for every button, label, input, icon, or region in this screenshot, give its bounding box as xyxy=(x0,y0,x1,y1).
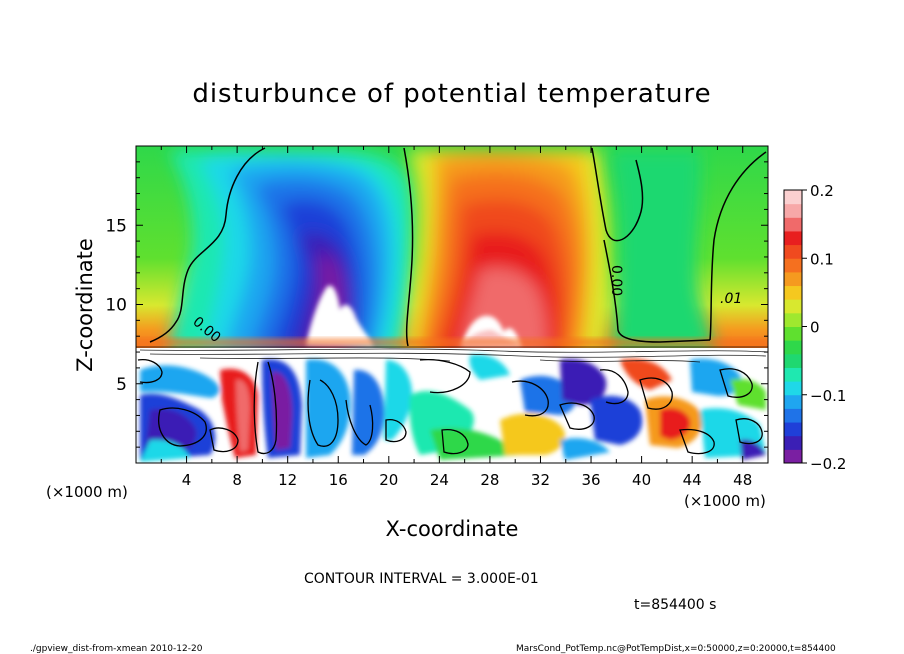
colorbar-swatch xyxy=(784,435,802,450)
colorbar-swatch xyxy=(784,422,802,437)
chart-title: disturbunce of potential temperature xyxy=(192,79,711,109)
contour-label-zero: 0.00 xyxy=(608,265,624,296)
y-tick-label: 10 xyxy=(105,296,127,316)
colorbar-swatch xyxy=(784,217,802,232)
plot-area xyxy=(136,146,768,463)
contour-interval: CONTOUR INTERVAL = 3.000E-01 xyxy=(304,571,539,587)
colorbar-swatch xyxy=(784,258,802,273)
time-stamp: t=854400 s xyxy=(634,597,716,613)
colorbar-swatch xyxy=(784,190,802,205)
colorbar-swatch xyxy=(784,312,802,327)
x-tick-label: 16 xyxy=(329,471,348,489)
x-axis: 4 8 12 16 20 24 28 32 36 40 44 48 xyxy=(160,146,752,489)
colorbar-swatch xyxy=(784,203,802,218)
x-tick-label: 32 xyxy=(531,471,550,489)
colorbar-swatch xyxy=(784,353,802,368)
x-tick-label: 44 xyxy=(683,471,702,489)
colorbar-swatch xyxy=(784,285,802,300)
colorbar-swatch xyxy=(784,326,802,341)
x-tick-label: 20 xyxy=(379,471,398,489)
colorbar-swatch xyxy=(784,299,802,314)
colorbar-tick-label: −0.1 xyxy=(810,387,846,405)
x-tick-label: 48 xyxy=(733,471,752,489)
x-tick-label: 28 xyxy=(480,471,499,489)
colorbar-tick-label: 0.1 xyxy=(810,250,834,268)
colorbar-swatch xyxy=(784,449,802,464)
x-tick-label: 36 xyxy=(581,471,600,489)
y-axis: 5 10 15 xyxy=(105,161,768,448)
y-axis-label: Z-coordinate xyxy=(73,238,97,372)
footer-left: ./gpview_dist-from-xmean 2010-12-20 xyxy=(30,644,203,654)
colorbar-tick-label: 0 xyxy=(810,319,820,337)
x-tick-label: 4 xyxy=(182,471,192,489)
contour-label-small: .01 xyxy=(720,291,742,307)
x-unit-right: (×1000 m) xyxy=(684,492,766,510)
colorbar-tick-label: −0.2 xyxy=(810,455,846,473)
colorbar-tick-label: 0.2 xyxy=(810,182,834,200)
colorbar-swatch xyxy=(784,394,802,409)
y-tick-label: 5 xyxy=(116,375,127,395)
colorbar: 0.2 0.1 0 −0.1 −0.2 xyxy=(783,182,846,473)
colorbar-swatch xyxy=(784,230,802,246)
x-tick-label: 24 xyxy=(430,471,449,489)
x-tick-label: 8 xyxy=(232,471,242,489)
colorbar-swatch xyxy=(784,244,802,259)
footer-right: MarsCond_PotTemp.nc@PotTempDist,x=0:5000… xyxy=(516,644,836,654)
colorbar-swatch xyxy=(784,408,802,423)
y-tick-label: 15 xyxy=(105,216,127,236)
colorbar-swatch xyxy=(784,381,802,396)
x-tick-label: 40 xyxy=(632,471,651,489)
x-tick-label: 12 xyxy=(278,471,297,489)
x-unit-left: (×1000 m) xyxy=(46,483,128,501)
colorbar-swatch xyxy=(784,271,802,287)
colorbar-swatch xyxy=(784,367,802,382)
x-axis-label: X-coordinate xyxy=(386,517,519,541)
colorbar-swatch xyxy=(784,340,802,355)
